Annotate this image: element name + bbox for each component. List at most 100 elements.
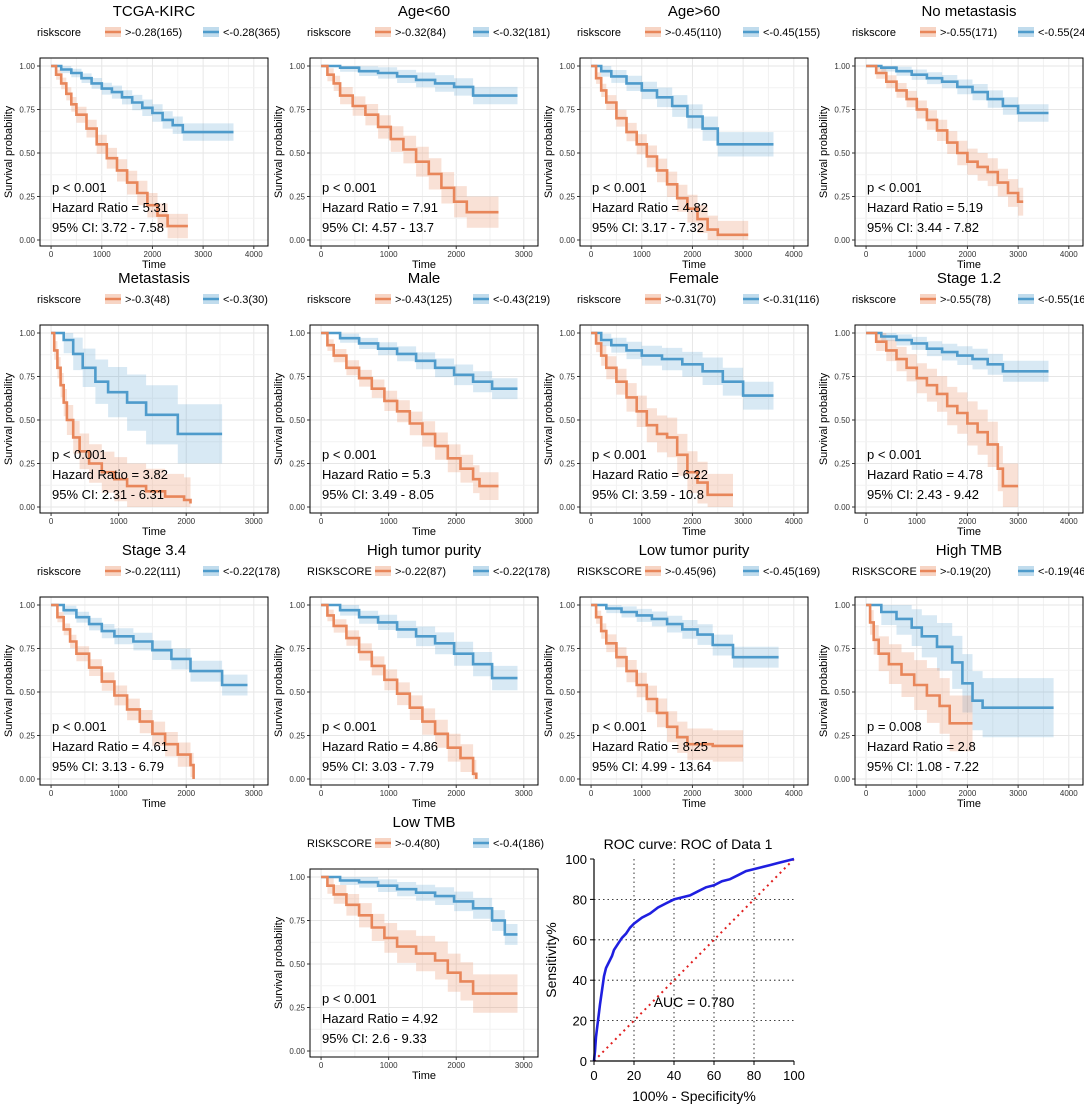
legend-low-label: <-0.55(249) — [1038, 27, 1084, 39]
p-value-label: p < 0.001 — [52, 180, 107, 195]
legend-high-label: >-0.43(125) — [395, 294, 452, 306]
km-plot-0: TCGA-KIRC riskscore >-0.28(165) <-0.28(365)… — [3, 3, 280, 271]
high-risk-ci-band — [51, 605, 194, 779]
high-risk-ci-band — [51, 66, 188, 239]
x-tick-label: 2000 — [959, 250, 977, 259]
ci-label: 95% CI: 3.03 - 7.79 — [322, 759, 434, 774]
y-axis-label: Survival probability — [273, 644, 285, 737]
low-risk-curve — [51, 331, 223, 436]
legend-low-label: <-0.22(178) — [223, 566, 280, 578]
x-tick-label: 2000 — [177, 789, 195, 798]
y-tick-label: 0.00 — [559, 503, 575, 512]
x-tick-label: 3000 — [734, 517, 752, 526]
roc-y-tick-label: 60 — [573, 933, 587, 948]
y-tick-label: 0.00 — [559, 236, 575, 245]
x-tick-label: 2000 — [144, 250, 162, 259]
y-tick-label: 0.50 — [289, 960, 305, 969]
hazard-ratio-label: Hazard Ratio = 5.31 — [52, 200, 168, 215]
legend-low-label: <-0.55(163) — [1038, 294, 1084, 306]
low-risk-ci-band — [51, 605, 248, 696]
y-tick-label: 0.50 — [289, 416, 305, 425]
y-tick-label: 0.50 — [19, 149, 35, 158]
high-risk-curve — [51, 603, 195, 779]
km-title: No metastasis — [921, 3, 1016, 20]
ci-label: 95% CI: 3.49 - 8.05 — [322, 487, 434, 502]
x-tick-label: 0 — [319, 250, 324, 259]
low-risk-ci-band — [866, 66, 1049, 122]
x-tick-label: 0 — [589, 789, 594, 798]
x-tick-label: 0 — [49, 250, 54, 259]
y-tick-label: 0.50 — [834, 688, 850, 697]
legend-low-label: <-0.31(116) — [763, 294, 819, 306]
low-risk-curve — [321, 64, 518, 97]
roc-x-tick-label: 40 — [667, 1068, 681, 1083]
x-axis-label: Time — [412, 526, 436, 538]
high-risk-curve — [866, 603, 973, 725]
y-tick-label: 0.25 — [19, 732, 35, 741]
high-risk-curve — [51, 331, 192, 504]
legend-title: riskscore — [577, 27, 621, 39]
ci-label: 95% CI: 1.08 - 7.22 — [867, 759, 979, 774]
legend-title: riskscore — [37, 27, 81, 39]
legend-title: RISKSCORE — [307, 838, 372, 850]
km-title: High tumor purity — [367, 542, 482, 559]
x-tick-label: 0 — [864, 789, 869, 798]
y-tick-label: 0.75 — [289, 917, 305, 926]
x-tick-label: 1000 — [633, 250, 651, 259]
y-tick-label: 1.00 — [19, 601, 35, 610]
y-tick-label: 0.00 — [559, 775, 575, 784]
legend-high-label: >-0.28(165) — [125, 27, 182, 39]
ci-label: 95% CI: 2.6 - 9.33 — [322, 1031, 427, 1046]
x-tick-label: 3000 — [515, 517, 533, 526]
hazard-ratio-label: Hazard Ratio = 3.82 — [52, 467, 168, 482]
y-tick-label: 1.00 — [19, 62, 35, 71]
y-tick-label: 0.75 — [559, 373, 575, 382]
legend-low-label: <-0.43(219) — [493, 294, 550, 306]
y-tick-label: 0.25 — [834, 460, 850, 469]
low-risk-ci-band — [591, 333, 774, 410]
y-tick-label: 0.25 — [289, 460, 305, 469]
roc-curve — [592, 857, 795, 1062]
x-tick-label: 2000 — [447, 789, 465, 798]
roc-x-tick-label: 60 — [707, 1068, 721, 1083]
roc-x-axis-label: 100% - Specificity% — [632, 1088, 756, 1104]
ci-label: 95% CI: 3.59 - 10.8 — [592, 487, 704, 502]
plot-frame — [854, 596, 1084, 786]
x-tick-label: 3000 — [1009, 250, 1027, 259]
plot-frame — [854, 324, 1084, 514]
ci-label: 95% CI: 2.31 - 6.31 — [52, 487, 164, 502]
x-axis-label: Time — [957, 798, 981, 810]
plot-frame — [579, 596, 809, 786]
x-tick-label: 3000 — [1009, 789, 1027, 798]
km-plot-12: Low TMB RISKSCORE >-0.4(80) <-0.4(186) 0 1000… — [273, 814, 544, 1082]
y-tick-label: 0.25 — [834, 193, 850, 202]
x-tick-label: 1000 — [380, 789, 398, 798]
x-tick-label: 3000 — [194, 250, 212, 259]
y-axis-label: Survival probability — [273, 105, 285, 198]
x-tick-label: 2000 — [447, 250, 465, 259]
legend-high-label: >-0.31(70) — [665, 294, 716, 306]
high-risk-curve — [321, 603, 478, 779]
roc-y-tick-label: 40 — [573, 973, 587, 988]
high-risk-ci-band — [321, 877, 518, 1013]
low-risk-ci-band — [51, 333, 223, 464]
legend-high-label: >-0.32(84) — [395, 27, 446, 39]
km-plot-2: Age>60 riskscore >-0.45(110) <-0.45(155) 0 10… — [543, 3, 820, 271]
roc-x-tick-label: 0 — [590, 1068, 597, 1083]
low-risk-ci-band — [321, 333, 518, 400]
y-axis-label: Survival probability — [273, 372, 285, 465]
legend-title: riskscore — [852, 27, 896, 39]
legend-high-label: >-0.45(96) — [665, 566, 716, 578]
y-tick-label: 0.50 — [19, 416, 35, 425]
y-axis-label: Survival probability — [3, 105, 15, 198]
p-value-label: p = 0.008 — [867, 719, 922, 734]
y-tick-label: 0.75 — [834, 106, 850, 115]
plot-frame — [39, 57, 269, 247]
km-title: TCGA-KIRC — [113, 3, 196, 20]
roc-title: ROC curve: ROC of Data 1 — [604, 836, 773, 852]
high-risk-curve — [321, 331, 499, 488]
x-tick-label: 3000 — [1009, 517, 1027, 526]
hazard-ratio-label: Hazard Ratio = 6.22 — [592, 467, 708, 482]
y-tick-label: 0.50 — [559, 416, 575, 425]
legend-high-label: >-0.19(20) — [940, 566, 991, 578]
